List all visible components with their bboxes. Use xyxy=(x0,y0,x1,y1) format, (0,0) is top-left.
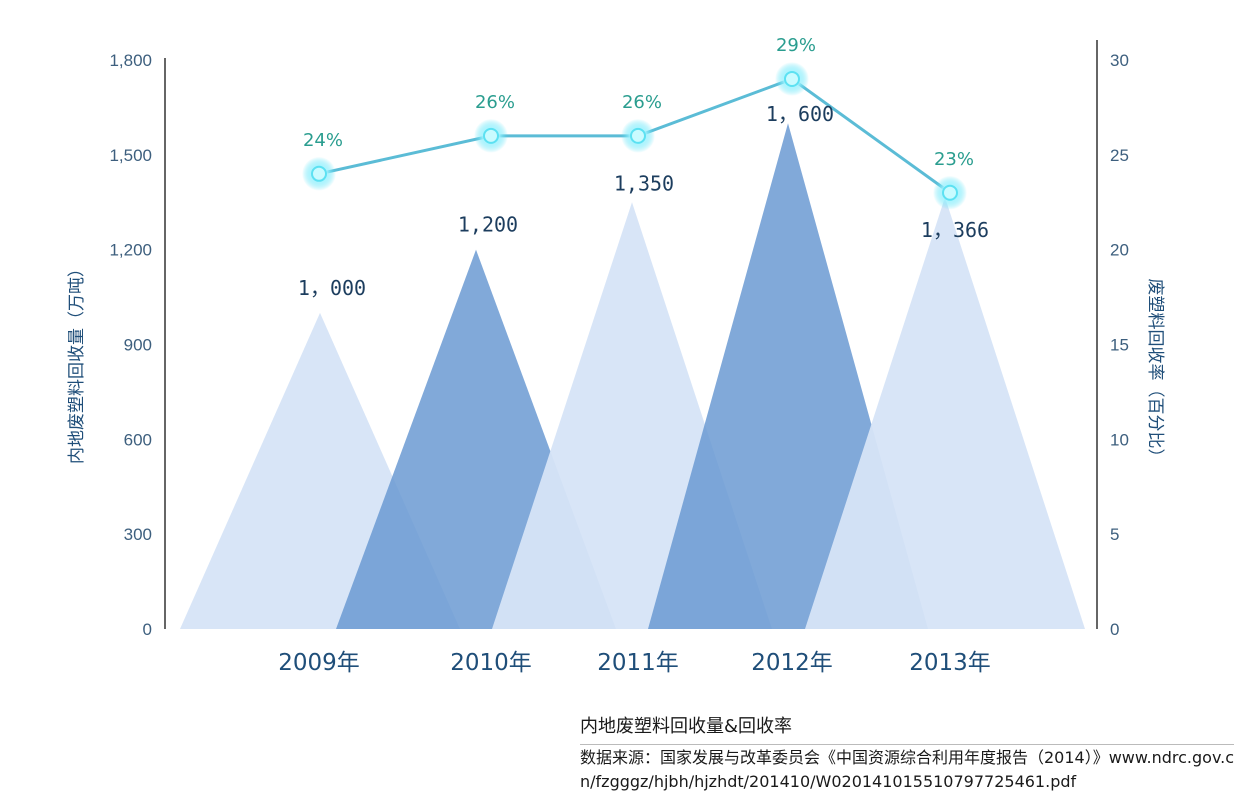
left-axis-tick: 0 xyxy=(143,620,152,639)
left-axis-tick: 1,200 xyxy=(109,241,152,260)
bar-value-label: 1,200 xyxy=(458,213,518,237)
rate-value-label: 26% xyxy=(475,92,515,113)
bar-value-label: 1,350 xyxy=(614,171,674,195)
rate-point xyxy=(942,184,958,201)
bar-peak-2013 xyxy=(805,197,1085,630)
source-note: 数据来源：国家发展与改革委员会《中国资源综合利用年度报告（2014）》www.n… xyxy=(580,748,1235,791)
right-axis: 0 5 10 15 20 25 30 xyxy=(1096,40,1129,639)
rate-value-label: 26% xyxy=(622,92,662,113)
right-axis-tick: 30 xyxy=(1110,51,1129,70)
x-axis-tick: 2011年 xyxy=(597,650,679,676)
right-axis-tick: 15 xyxy=(1110,336,1129,355)
right-axis-title: 废塑料回收率（百分比） xyxy=(1145,279,1165,466)
rate-point xyxy=(483,127,499,144)
rate-value-label: 24% xyxy=(303,130,343,151)
left-axis-tick: 1,500 xyxy=(109,146,152,165)
right-axis-tick: 25 xyxy=(1110,146,1129,165)
x-axis-tick: 2013年 xyxy=(909,650,991,676)
chart-title: 内地废塑料回收量&回收率 xyxy=(580,712,1234,745)
rate-point xyxy=(784,70,800,87)
bar-value-label: 1，600 xyxy=(766,102,834,126)
right-axis-tick: 5 xyxy=(1110,525,1119,544)
x-axis-tick: 2012年 xyxy=(751,650,833,676)
left-axis-tick: 300 xyxy=(124,525,152,544)
right-axis-tick: 0 xyxy=(1110,620,1119,639)
left-axis-title: 内地废塑料回收量（万吨） xyxy=(67,260,87,464)
bar-value-label: 1，366 xyxy=(921,218,989,242)
right-axis-tick: 10 xyxy=(1110,430,1129,449)
value-labels: 1，000 1,200 1,350 1，600 1，366 xyxy=(298,102,989,300)
rate-point xyxy=(630,127,646,144)
x-axis: 2009年 2010年 2011年 2012年 2013年 xyxy=(278,650,991,676)
rate-series: 24% 26% 26% 29% 23% xyxy=(302,35,974,210)
left-axis: 0 300 600 900 1,200 1,500 1,800 xyxy=(109,51,166,639)
left-axis-tick: 1,800 xyxy=(109,51,152,70)
rate-value-label: 29% xyxy=(776,35,816,56)
left-axis-tick: 900 xyxy=(124,336,152,355)
bar-series xyxy=(180,123,1085,630)
bar-value-label: 1，000 xyxy=(298,276,366,300)
right-axis-tick: 20 xyxy=(1110,241,1129,260)
left-axis-tick: 600 xyxy=(124,430,152,449)
rate-value-label: 23% xyxy=(934,149,974,170)
rate-point xyxy=(311,165,327,182)
x-axis-tick: 2009年 xyxy=(278,650,360,676)
chart-canvas: 0 300 600 900 1,200 1,500 1,800 0 5 10 15 20 25 30 2… xyxy=(67,35,1165,676)
x-axis-tick: 2010年 xyxy=(450,650,532,676)
